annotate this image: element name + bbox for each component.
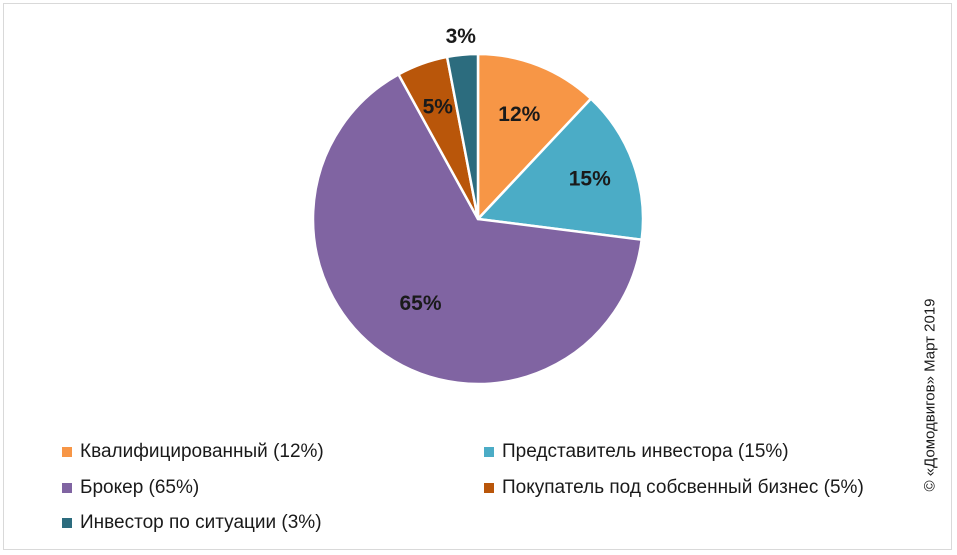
pie-labels: 12% 15% 65% 5% 3% xyxy=(399,25,611,315)
pie-slice xyxy=(445,52,480,221)
slice-label: 15% xyxy=(569,167,611,190)
legend-label: Квалифицированный (12%) xyxy=(80,441,324,462)
pie-slice xyxy=(476,52,593,221)
legend-swatch xyxy=(484,483,494,493)
legend-item-qualified: Квалифицированный (12%) xyxy=(62,441,324,463)
legend-label: Инвестор по ситуации (3%) xyxy=(80,512,322,533)
legend-item-situational-investor: Инвестор по ситуации (3%) xyxy=(62,512,322,534)
slice-label: 65% xyxy=(399,292,441,315)
copyright-note: © «Домодвигов» Март 2019 xyxy=(921,298,939,492)
pie-slice xyxy=(311,73,643,386)
legend-label: Представитель инвестора (15%) xyxy=(502,441,789,462)
legend-swatch xyxy=(62,518,72,528)
legend-swatch xyxy=(62,483,72,493)
legend-item-broker: Брокер (65%) xyxy=(62,477,199,499)
legend-item-investor-rep: Представитель инвестора (15%) xyxy=(484,441,789,463)
pie-slice xyxy=(476,97,645,241)
slice-label: 3% xyxy=(446,25,477,48)
legend-swatch xyxy=(484,447,494,457)
legend-label: Покупатель под собсвенный бизнес (5%) xyxy=(502,477,864,498)
pie-slices xyxy=(311,52,645,386)
legend-swatch xyxy=(62,447,72,457)
legend-item-own-business-buyer: Покупатель под собсвенный бизнес (5%) xyxy=(484,477,864,499)
slice-label: 12% xyxy=(498,103,540,126)
slice-label: 5% xyxy=(423,96,454,119)
legend-label: Брокер (65%) xyxy=(80,477,200,498)
